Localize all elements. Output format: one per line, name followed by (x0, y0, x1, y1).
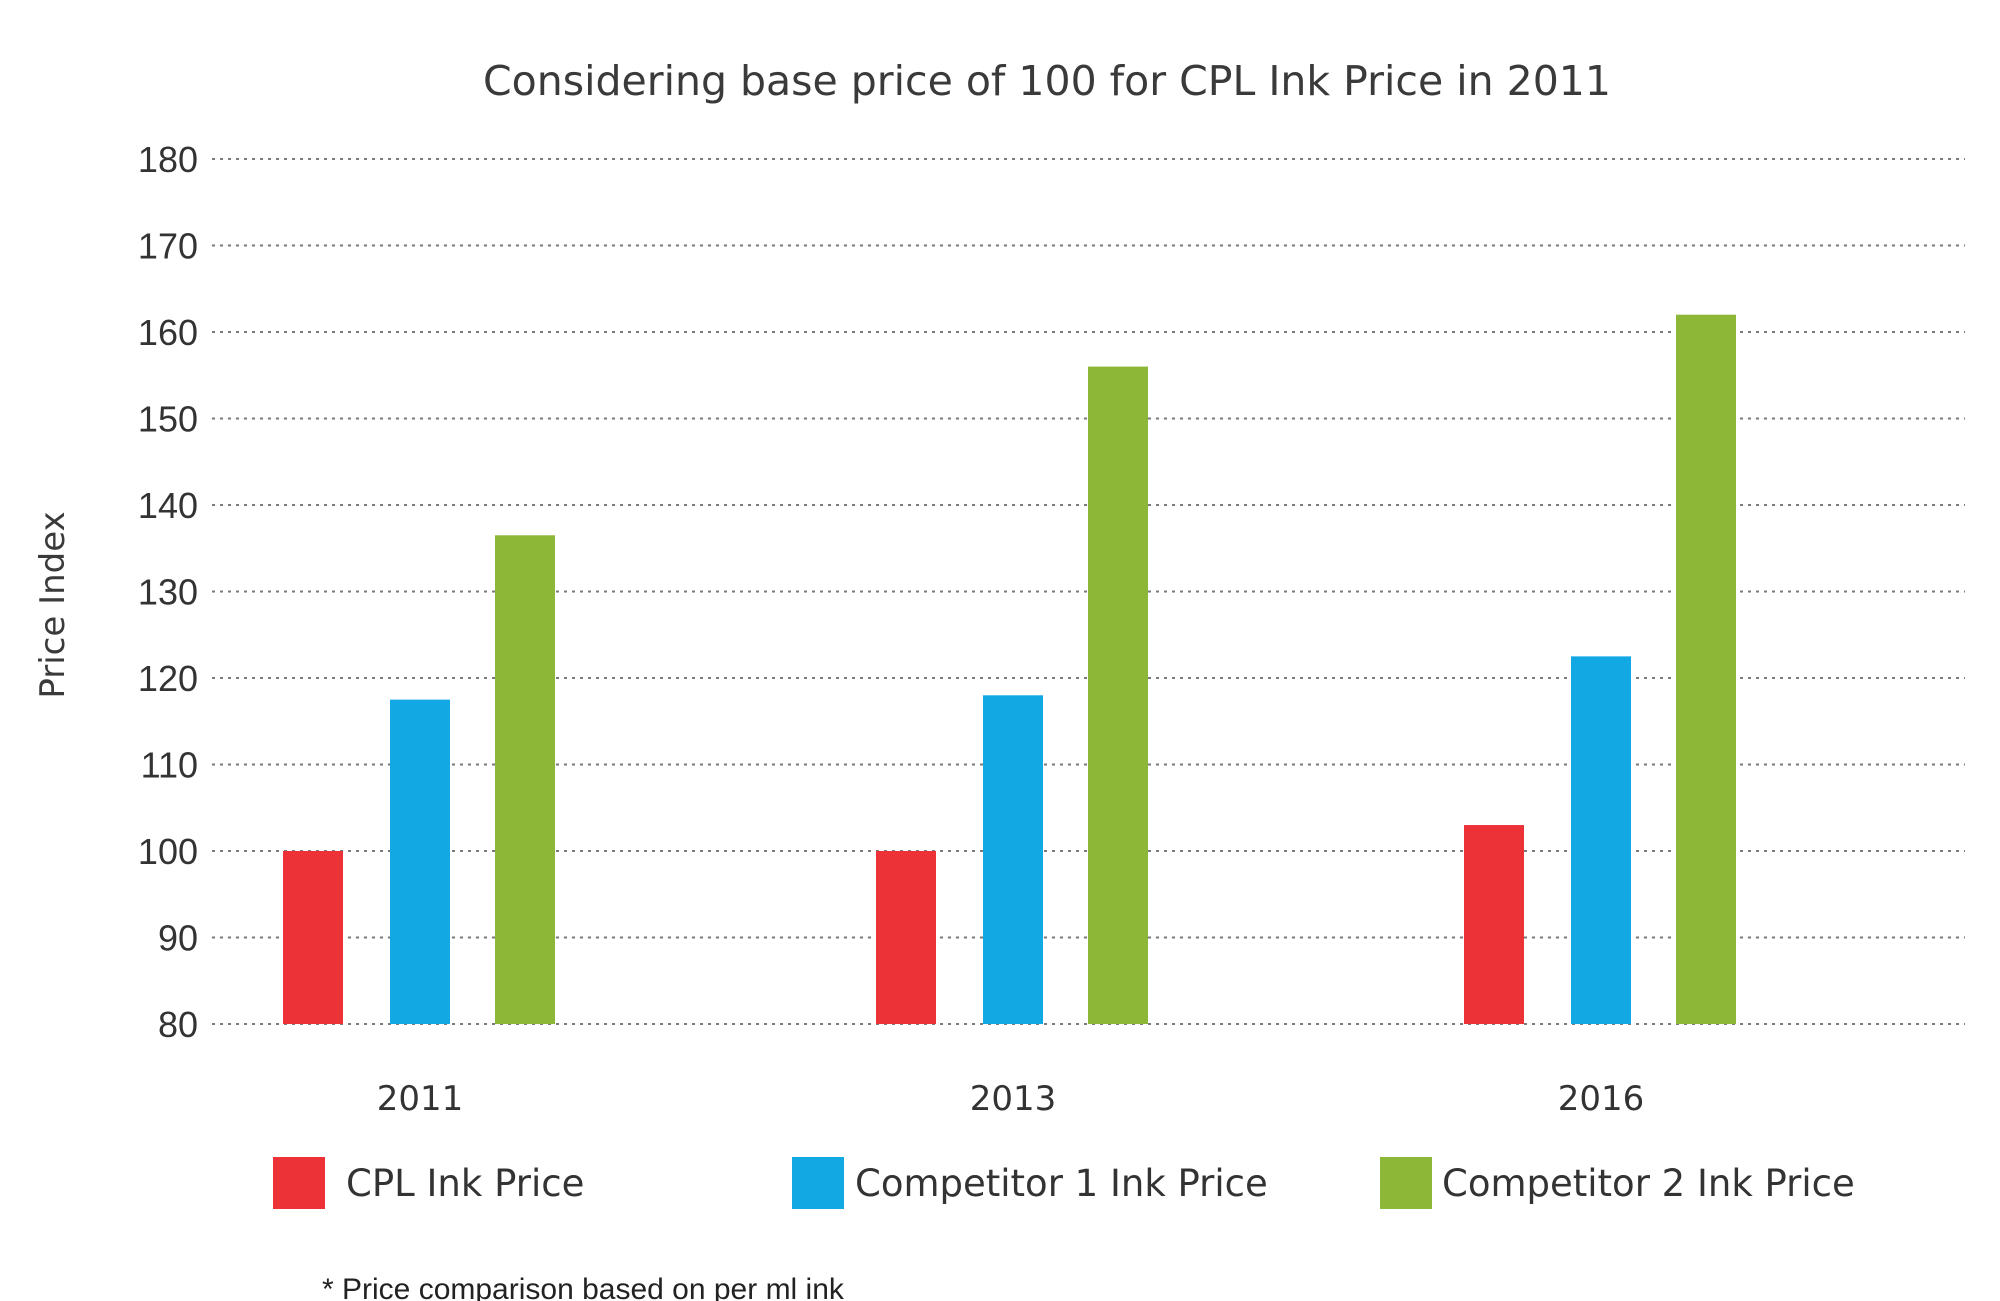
x-tick-label: 2013 (970, 1079, 1057, 1119)
bar-2016-series-1 (1464, 825, 1524, 1024)
x-tick-label: 2011 (377, 1079, 464, 1119)
bar-2013-series-2 (983, 695, 1043, 1024)
y-tick-label: 80 (158, 1004, 198, 1045)
legend-swatch-series-3 (1380, 1157, 1432, 1209)
bar-2011-series-1 (283, 851, 343, 1024)
legend-swatch-series-2 (792, 1157, 844, 1209)
y-axis-ticks: 80 90 100 110 120 130 140 150 160 170 180 (138, 139, 198, 1045)
chart-title: Considering base price of 100 for CPL In… (483, 57, 1611, 105)
y-tick-label: 110 (141, 745, 198, 786)
legend: CPL Ink Price Competitor 1 Ink Price Compe… (273, 1157, 1855, 1209)
y-tick-label: 100 (138, 831, 198, 872)
y-axis-label: Price Index (33, 511, 73, 698)
y-tick-label: 90 (158, 918, 198, 959)
y-tick-label: 180 (138, 139, 198, 180)
y-tick-label: 160 (138, 312, 198, 353)
bar-2011-series-2 (390, 699, 450, 1024)
y-tick-label: 130 (138, 572, 198, 613)
legend-label-series-3: Competitor 2 Ink Price (1442, 1162, 1855, 1205)
bar-2013-series-1 (876, 851, 936, 1024)
bar-2016-series-2 (1571, 656, 1631, 1024)
bar-2016-series-3 (1676, 314, 1736, 1024)
y-tick-label: 120 (138, 658, 198, 699)
legend-label-series-1: CPL Ink Price (346, 1162, 584, 1205)
legend-swatch-series-1 (273, 1157, 325, 1209)
bar-2013-series-3 (1088, 366, 1148, 1025)
y-tick-label: 170 (138, 226, 198, 267)
bars (283, 314, 1736, 1025)
bar-2011-series-3 (495, 535, 555, 1024)
y-tick-label: 140 (138, 485, 198, 526)
x-axis-ticks: 2011 2013 2016 (377, 1079, 1645, 1119)
y-tick-label: 150 (138, 399, 198, 440)
x-tick-label: 2016 (1558, 1079, 1645, 1119)
footnote: * Price comparison based on per ml ink (322, 1273, 845, 1301)
legend-label-series-2: Competitor 1 Ink Price (855, 1162, 1268, 1205)
